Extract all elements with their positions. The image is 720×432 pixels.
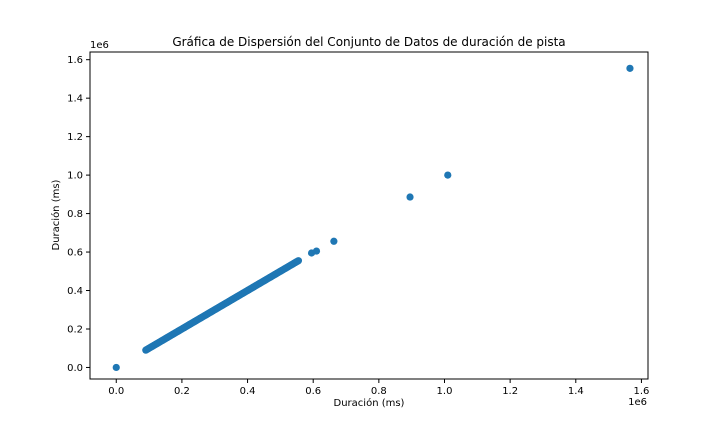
y-axis-label: Duración (ms) xyxy=(50,179,62,250)
x-tick-label: 1.2 xyxy=(502,386,518,397)
scatter-point xyxy=(444,171,452,179)
y-tick-label: 0.6 xyxy=(67,248,83,259)
plot-frame xyxy=(89,51,649,380)
y-tick-label: 1.0 xyxy=(67,171,83,182)
y-tick-label: 1.2 xyxy=(67,132,83,143)
y-axis-ticks: 0.0 0.2 0.4 0.6 0.8 1.0 1.2 1.4 1.6 xyxy=(67,55,90,374)
x-tick-label: 0.2 xyxy=(174,386,190,397)
points-layer xyxy=(112,64,634,372)
x-tick-label: 0.4 xyxy=(240,386,256,397)
y-offset-label: 1e6 xyxy=(90,40,109,51)
x-tick-label: 1.0 xyxy=(437,386,453,397)
x-tick-label: 1.6 xyxy=(633,386,649,397)
y-tick-label: 1.4 xyxy=(67,94,83,105)
scatter-point xyxy=(294,257,303,265)
x-offset-label: 1e6 xyxy=(628,397,647,408)
y-tick-label: 0.0 xyxy=(67,363,83,374)
y-tick-label: 0.2 xyxy=(67,324,83,335)
x-tick-label: 0.8 xyxy=(371,386,387,397)
x-tick-label: 1.4 xyxy=(568,386,584,397)
y-tick-label: 0.4 xyxy=(67,286,83,297)
scatter-point xyxy=(406,193,414,201)
x-tick-label: 0.6 xyxy=(305,386,321,397)
scatter-point xyxy=(330,237,338,245)
y-tick-label: 0.8 xyxy=(67,209,83,220)
y-tick-label: 1.6 xyxy=(67,55,83,66)
x-axis-label: Duración (ms) xyxy=(334,397,405,409)
scatter-point xyxy=(112,363,120,372)
x-tick-label: 0.0 xyxy=(108,386,124,397)
x-axis-ticks: 0.0 0.2 0.4 0.6 0.8 1.0 1.2 1.4 1.6 xyxy=(108,379,649,397)
scatter-point xyxy=(312,247,321,255)
chart-title: Gráfica de Dispersión del Conjunto de Da… xyxy=(172,35,565,49)
scatter-point xyxy=(626,64,634,72)
